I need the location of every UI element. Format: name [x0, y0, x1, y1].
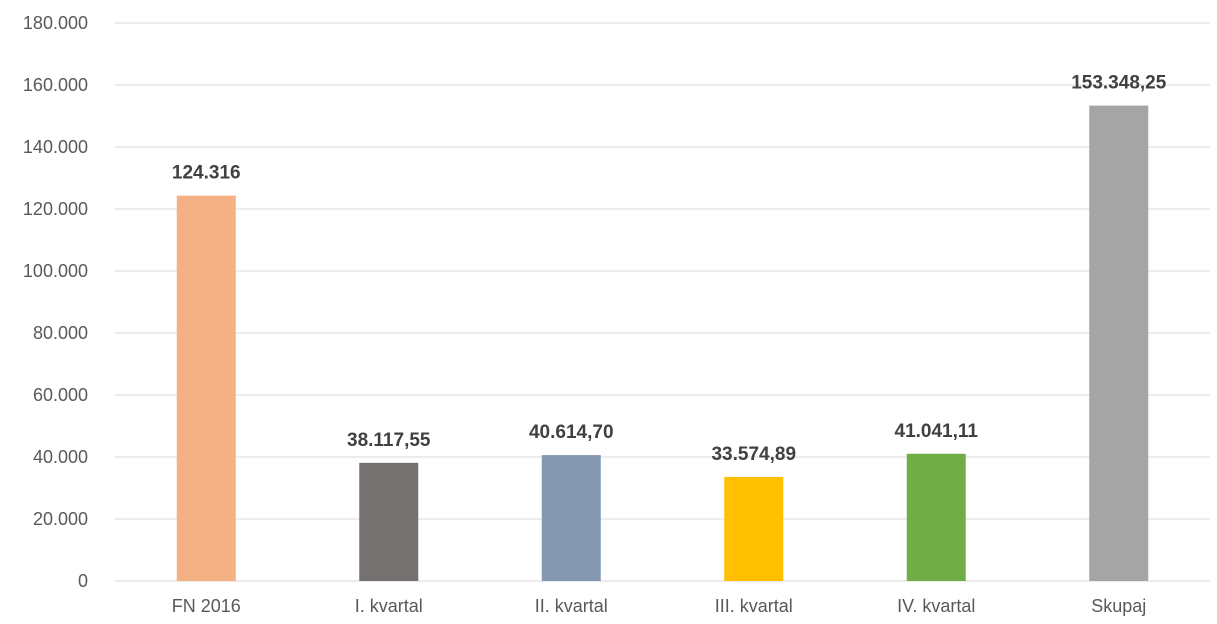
x-tick-label: I. kvartal — [355, 596, 423, 616]
data-label: 38.117,55 — [347, 430, 431, 451]
data-label: 40.614,70 — [529, 422, 614, 443]
bar-2 — [541, 455, 601, 581]
bar-1 — [359, 462, 419, 581]
y-tick-label: 160.000 — [23, 75, 88, 95]
bar-0 — [176, 195, 236, 581]
bar-4 — [906, 453, 966, 581]
y-tick-label: 120.000 — [23, 199, 88, 219]
x-tick-label: FN 2016 — [172, 596, 241, 616]
y-tick-label: 140.000 — [23, 137, 88, 157]
data-label: 41.041,11 — [895, 421, 979, 442]
x-tick-label: Skupaj — [1091, 596, 1146, 616]
y-tick-label: 60.000 — [33, 385, 88, 405]
y-tick-label: 40.000 — [33, 447, 88, 467]
data-label: 33.574,89 — [711, 444, 796, 465]
y-axis: 0 20.000 40.000 60.000 80.000 100.000 120.000 1… — [23, 13, 88, 591]
y-tick-label: 180.000 — [23, 13, 88, 33]
bar-3 — [724, 476, 784, 581]
y-tick-label: 20.000 — [33, 509, 88, 529]
bar-5 — [1089, 105, 1149, 581]
y-tick-label: 100.000 — [23, 261, 88, 281]
x-tick-label: III. kvartal — [715, 596, 793, 616]
y-tick-label: 80.000 — [33, 323, 88, 343]
data-label: 153.348,25 — [1071, 73, 1167, 94]
x-tick-label: II. kvartal — [535, 596, 608, 616]
y-tick-label: 0 — [78, 571, 88, 591]
data-label: 124.316 — [172, 163, 241, 184]
x-tick-label: IV. kvartal — [897, 596, 975, 616]
x-axis: FN 2016 I. kvartal II. kvartal III. kvartal… — [172, 596, 1147, 616]
gridlines — [115, 22, 1210, 582]
data-labels: 124.316 38.117,55 40.614,70 33.574,89 41.041… — [172, 73, 1167, 465]
bars — [176, 105, 1149, 581]
